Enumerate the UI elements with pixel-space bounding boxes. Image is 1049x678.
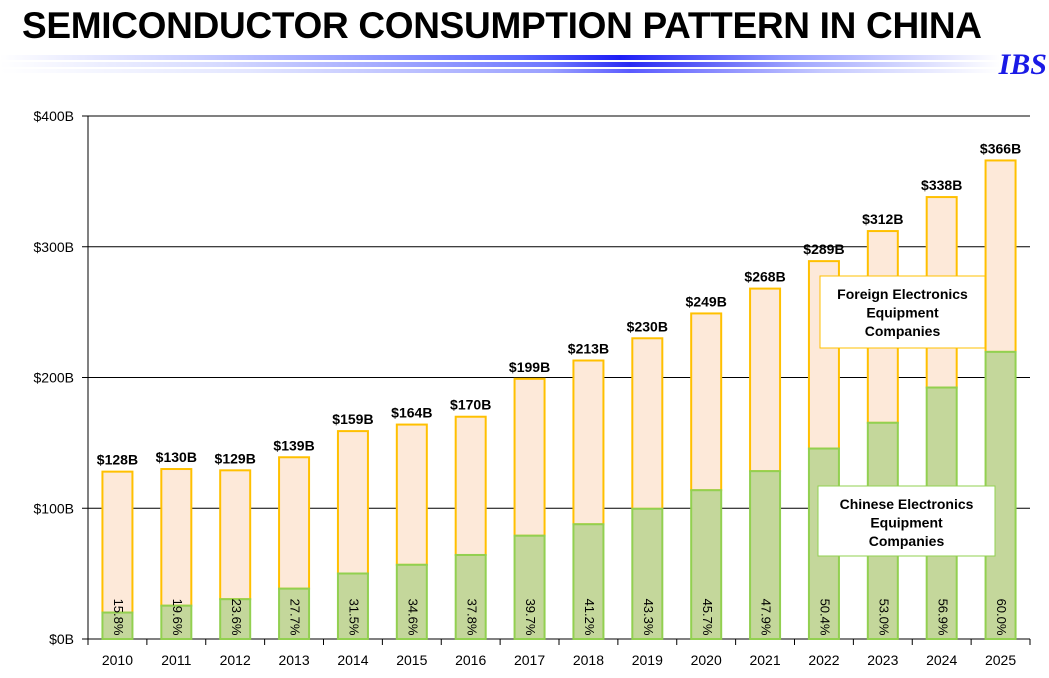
share-label: 23.6% — [229, 599, 244, 636]
annotation-foreign-text: Companies — [865, 323, 941, 339]
x-tick-label: 2023 — [867, 652, 898, 668]
bar-foreign-2019 — [631, 337, 664, 510]
bar-foreign-2012 — [219, 469, 252, 601]
total-label: $170B — [450, 397, 491, 413]
x-tick-label: 2024 — [926, 652, 957, 668]
bar-foreign-2010 — [101, 470, 134, 614]
bar-chinese-2016 — [454, 553, 487, 640]
x-tick-label: 2022 — [808, 652, 839, 668]
total-label: $289B — [803, 241, 844, 257]
x-tick-label: 2014 — [337, 652, 368, 668]
bar-chinese-2013 — [278, 587, 311, 641]
annotation-chinese-text: Companies — [869, 533, 945, 549]
annotation-chinese-text: Equipment — [870, 515, 943, 531]
share-label: 41.2% — [582, 599, 597, 636]
annotation-foreign-text: Equipment — [866, 305, 939, 321]
total-label: $312B — [862, 211, 903, 227]
y-tick-label: $100B — [34, 500, 74, 516]
bar-chinese-2014 — [336, 572, 369, 640]
bar-foreign-2014 — [336, 430, 369, 575]
x-tick-label: 2021 — [749, 652, 780, 668]
bar-chinese-2015 — [395, 563, 428, 640]
bar-foreign-2025 — [984, 159, 1017, 353]
y-tick-label: $0B — [49, 631, 74, 647]
x-tick-label: 2016 — [455, 652, 486, 668]
x-tick-label: 2017 — [514, 652, 545, 668]
y-tick-label: $300B — [34, 239, 74, 255]
bar-foreign-2018 — [572, 359, 605, 526]
share-label: 56.9% — [935, 599, 950, 636]
x-tick-label: 2013 — [278, 652, 309, 668]
bar-chinese-2020 — [690, 489, 723, 641]
total-label: $159B — [332, 411, 373, 427]
share-label: 37.8% — [464, 599, 479, 636]
share-label: 31.5% — [347, 599, 362, 636]
total-label: $213B — [568, 341, 609, 357]
bar-chinese-2017 — [513, 534, 546, 640]
x-tick-label: 2020 — [691, 652, 722, 668]
bar-chinese-2019 — [631, 507, 664, 640]
total-label: $129B — [215, 450, 256, 466]
x-tick-label: 2018 — [573, 652, 604, 668]
x-tick-label: 2015 — [396, 652, 427, 668]
total-label: $130B — [156, 449, 197, 465]
annotation-chinese-box — [817, 485, 996, 557]
share-label: 39.7% — [523, 599, 538, 636]
bar-chinese-2011 — [160, 604, 193, 640]
share-label: 47.9% — [759, 599, 774, 636]
total-label: $338B — [921, 177, 962, 193]
header-band — [0, 54, 1000, 74]
share-label: 43.3% — [641, 599, 656, 636]
total-label: $249B — [686, 293, 727, 309]
share-label: 45.7% — [700, 599, 715, 636]
bar-foreign-2011 — [160, 468, 193, 607]
annotation-foreign-box — [819, 275, 986, 349]
bar-chinese-2010 — [101, 611, 134, 641]
share-label: 19.6% — [170, 599, 185, 636]
bar-foreign-2021 — [749, 287, 782, 473]
bar-foreign-2015 — [395, 423, 428, 566]
x-tick-label: 2012 — [220, 652, 251, 668]
bar-chinese-2018 — [572, 523, 605, 640]
ibs-logo: IBS — [998, 48, 1047, 81]
y-tick-label: $200B — [34, 370, 74, 386]
y-tick-label: $400B — [34, 108, 74, 124]
total-label: $366B — [980, 140, 1021, 156]
annotation-chinese-text: Chinese Electronics — [840, 496, 974, 512]
page-title: SEMICONDUCTOR CONSUMPTION PATTERN IN CHI… — [22, 5, 982, 46]
total-label: $164B — [391, 405, 432, 421]
share-label: 15.8% — [111, 599, 126, 636]
annotation-foreign-text: Foreign Electronics — [837, 286, 968, 302]
total-label: $199B — [509, 359, 550, 375]
x-tick-label: 2011 — [161, 652, 191, 668]
share-label: 50.4% — [818, 599, 833, 636]
total-label: $128B — [97, 452, 138, 468]
bar-foreign-2013 — [278, 456, 311, 590]
x-tick-label: 2010 — [102, 652, 133, 668]
bar-chinese-2012 — [219, 598, 252, 640]
bar-foreign-2017 — [513, 377, 546, 537]
total-label: $230B — [627, 318, 668, 334]
share-label: 53.0% — [876, 599, 891, 636]
bar-foreign-2020 — [690, 312, 723, 492]
total-label: $268B — [744, 269, 785, 285]
x-tick-label: 2025 — [985, 652, 1016, 668]
share-label: 27.7% — [288, 599, 303, 636]
bar-foreign-2016 — [454, 415, 487, 556]
bar-chinese-2021 — [749, 470, 782, 640]
total-label: $139B — [273, 437, 314, 453]
x-tick-label: 2019 — [632, 652, 663, 668]
share-label: 60.0% — [994, 599, 1009, 636]
share-label: 34.6% — [405, 599, 420, 636]
